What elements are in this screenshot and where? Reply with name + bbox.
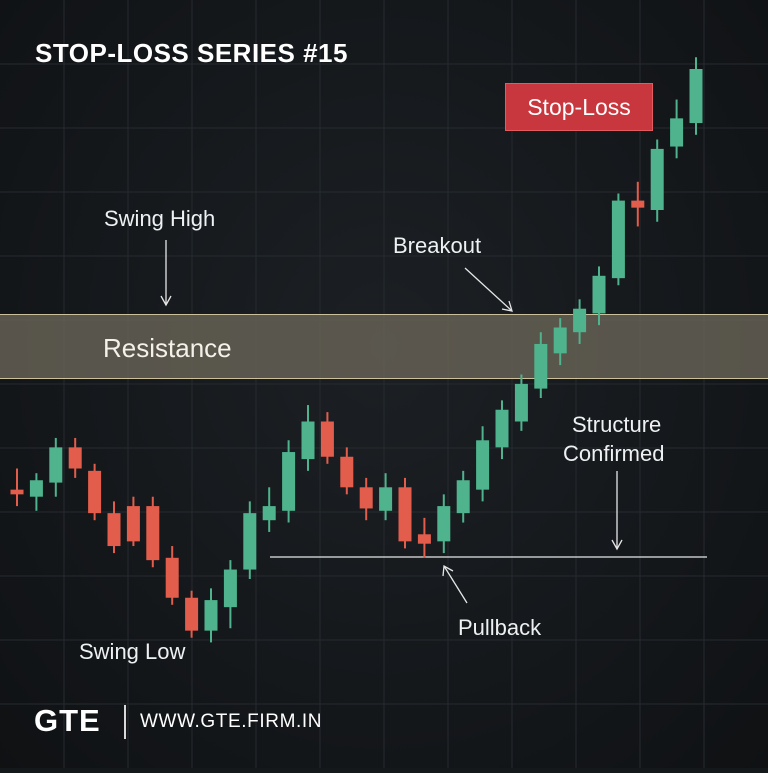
bullish-candle [592,275,606,314]
swing-high-arrowhead [160,295,172,307]
structure-label-line2: Confirmed [563,441,665,466]
bullish-candle [49,447,63,483]
bearish-candle [68,447,82,469]
breakout-arrowhead [501,300,513,312]
bullish-candle [262,506,276,521]
bullish-candle [282,452,296,511]
bearish-candle [320,421,334,457]
bearish-candle [88,470,102,514]
resistance-zone [0,314,768,379]
bearish-candle [398,487,412,542]
pullback-arrowhead [442,564,454,577]
bullish-candle [689,69,703,124]
bearish-candle [165,557,179,598]
swing-low-label: Swing Low [79,639,186,664]
bullish-candle [650,148,664,210]
pullback-label: Pullback [458,615,542,640]
bullish-candle [495,409,509,448]
bullish-candle [573,308,587,333]
bearish-candle [107,513,121,547]
structure-arrowhead [611,539,623,551]
bullish-candle [437,506,451,542]
bearish-candle [185,597,199,631]
brand-logo: GTE [34,703,101,738]
pullback-arrow [443,565,468,604]
bullish-candle [611,200,625,279]
breakout-label: Breakout [393,233,482,258]
bearish-candle [631,200,645,208]
stop-loss-badge: Stop-Loss [505,83,653,131]
bearish-candle [10,489,24,495]
bullish-candle [456,480,470,514]
bullish-candle [670,118,684,147]
website-link[interactable]: WWW.GTE.FIRM.IN [140,711,323,732]
bullish-candle [243,513,257,570]
breakout-arrow [464,267,513,312]
bullish-candle [29,480,43,497]
resistance-label: Resistance [103,333,232,363]
footer-divider [124,705,126,739]
bullish-candle [534,343,548,389]
swing-high-label: Swing High [104,206,216,231]
bearish-candle [340,456,354,488]
bearish-candle [146,506,160,561]
bullish-candle [223,569,237,608]
bearish-candle [417,534,431,544]
bullish-candle [476,440,490,490]
bullish-candle [379,487,393,511]
bearish-candle [126,506,140,542]
structure-label-line1: Structure [572,412,662,437]
bullish-candle [553,327,567,354]
bullish-candle [514,383,528,422]
bullish-candle [204,600,218,631]
bullish-candle [301,421,315,460]
page-title: STOP-LOSS SERIES #15 [35,38,348,68]
bearish-candle [359,487,373,509]
